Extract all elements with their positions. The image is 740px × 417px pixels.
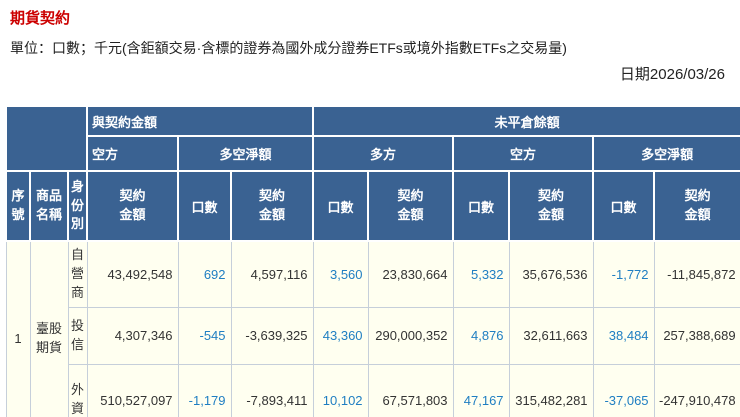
qty-cell: 3,560: [312, 240, 369, 308]
page-title: 期貨契約: [10, 10, 71, 27]
qty-cell: 43,360: [312, 306, 369, 365]
futures-table: 與契約金額 未平倉餘額 空方 多空淨額 多方 空方 多空淨額 序 號 商品 名稱…: [4, 105, 740, 417]
amount-cell: 4,307,346: [86, 306, 179, 365]
identity-cell: 投 信: [67, 306, 88, 365]
futures-table-container: 與契約金額 未平倉餘額 空方 多空淨額 多方 空方 多空淨額 序 號 商品 名稱…: [4, 105, 740, 417]
qty-cell: 38,484: [592, 306, 655, 365]
col-header-amount: 契約 金額: [653, 170, 740, 242]
amount-cell: 290,000,352: [367, 306, 454, 365]
page-header: 期貨契約 單位：口數；千元(含鉅額交易·含標的證券為國外成分證券ETFs或境外指…: [0, 0, 740, 84]
amount-cell: -3,639,325: [230, 306, 314, 365]
unit-note: 單位：口數；千元(含鉅額交易·含標的證券為國外成分證券ETFs或境外指數ETFs…: [10, 40, 567, 56]
amount-cell: 67,571,803: [367, 363, 454, 417]
col-header-serial: 序 號: [5, 170, 31, 242]
table-corner-cell: [4, 105, 89, 172]
subheader-oi-long: 多方: [312, 135, 455, 172]
col-header-amount: 契約 金額: [367, 170, 455, 242]
qty-cell: -1,772: [592, 240, 655, 308]
identity-cell: 外 資: [67, 363, 88, 417]
amount-cell: 35,676,536: [508, 240, 594, 308]
col-header-qty: 口數: [312, 170, 370, 242]
col-header-qty: 口數: [592, 170, 656, 242]
product-cell: 臺股 期貨: [29, 240, 69, 417]
qty-cell: -1,179: [177, 363, 232, 417]
col-header-product: 商品 名稱: [29, 170, 69, 242]
col-header-identity: 身 份 別: [66, 170, 89, 242]
amount-cell: 510,527,097: [86, 363, 179, 417]
col-header-amount: 契約 金額: [508, 170, 595, 242]
amount-cell: 43,492,548: [86, 240, 179, 308]
qty-cell: 47,167: [452, 363, 510, 417]
amount-cell: 32,611,663: [508, 306, 594, 365]
report-date: 日期2026/03/26: [619, 66, 725, 83]
amount-cell: 4,597,116: [230, 240, 314, 308]
col-header-amount: 契約 金額: [230, 170, 315, 242]
qty-cell: -37,065: [592, 363, 655, 417]
qty-cell: 5,332: [452, 240, 510, 308]
amount-cell: 257,388,689: [653, 306, 740, 365]
qty-cell: 10,102: [312, 363, 369, 417]
col-header-qty: 口數: [452, 170, 511, 242]
subheader-trade-short: 空方: [86, 135, 180, 172]
serial-cell: 1: [5, 240, 31, 417]
amount-cell: -11,845,872: [653, 240, 740, 308]
amount-cell: -7,893,411: [230, 363, 314, 417]
table-row-investment-trust: 投 信 4,307,346 -545 -3,639,325 43,360 290…: [6, 306, 740, 365]
table-row-foreign: 外 資 510,527,097 -1,179 -7,893,411 10,102…: [6, 363, 740, 417]
amount-cell: -247,910,478: [653, 363, 740, 417]
group-header-trade-amount: 與契約金額: [86, 105, 315, 137]
col-header-amount: 契約 金額: [86, 170, 180, 242]
col-header-qty: 口數: [177, 170, 233, 242]
subheader-trade-net: 多空淨額: [177, 135, 315, 172]
table-row-dealer: 1 臺股 期貨 自 營 商 43,492,548 692 4,597,116 3…: [5, 240, 740, 417]
subheader-oi-short: 空方: [452, 135, 595, 172]
identity-cell: 自 營 商: [67, 240, 88, 308]
qty-cell: -545: [177, 306, 232, 365]
amount-cell: 23,830,664: [367, 240, 454, 308]
qty-cell: 4,876: [452, 306, 510, 365]
qty-cell: 692: [177, 240, 232, 308]
subheader-oi-net: 多空淨額: [592, 135, 740, 172]
group-header-open-interest: 未平倉餘額: [312, 105, 740, 137]
amount-cell: 315,482,281: [508, 363, 594, 417]
